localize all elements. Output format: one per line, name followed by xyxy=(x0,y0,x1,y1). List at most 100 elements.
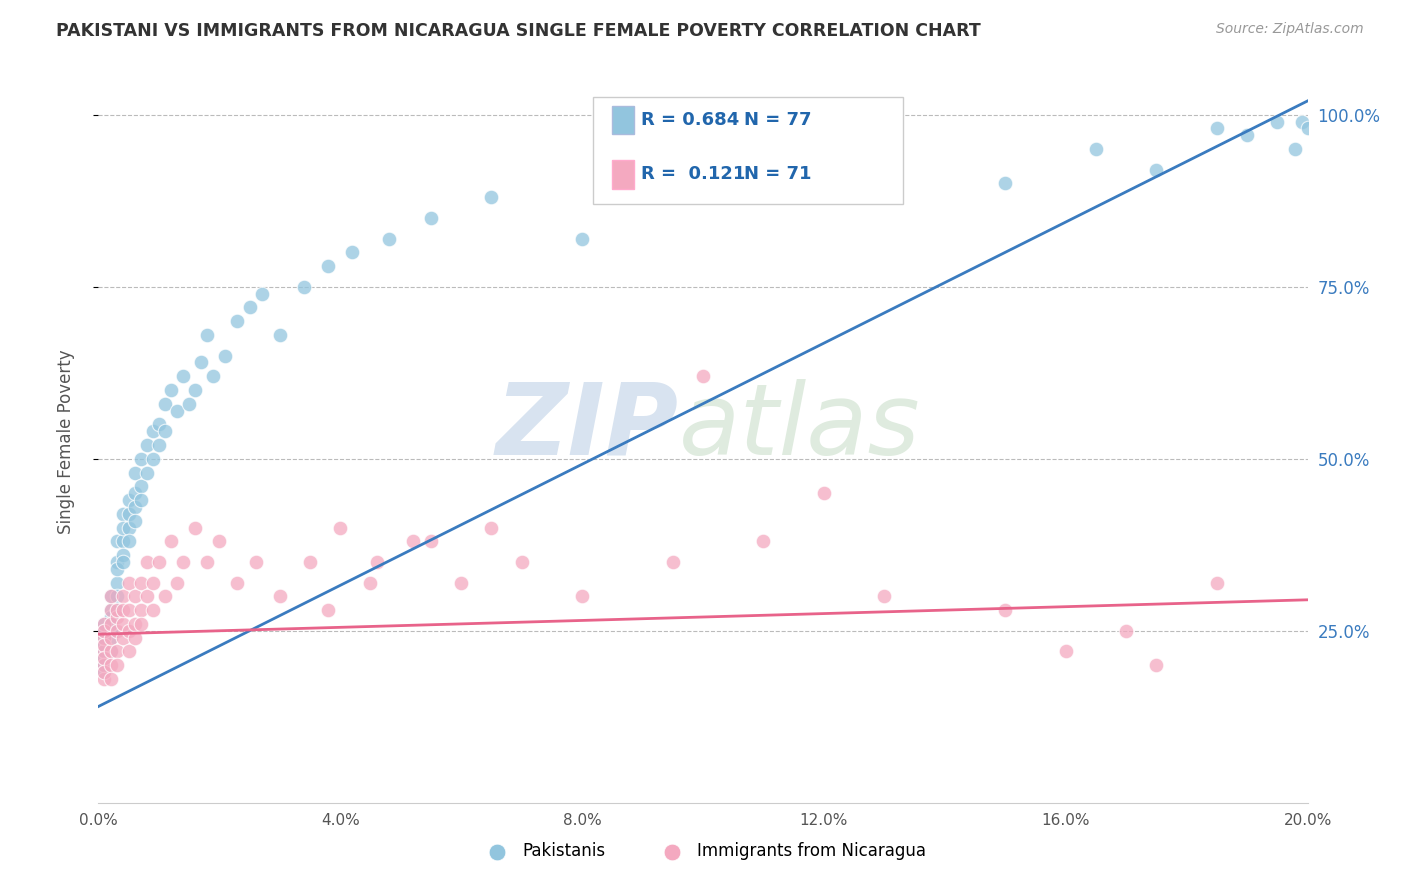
Point xyxy=(269,327,291,342)
Point xyxy=(160,383,183,397)
Point xyxy=(269,590,291,604)
Point xyxy=(342,245,364,260)
Point xyxy=(93,658,115,673)
Point xyxy=(661,555,683,569)
Point xyxy=(1085,142,1108,156)
Point xyxy=(250,286,273,301)
Point xyxy=(994,603,1017,617)
Point xyxy=(153,424,176,438)
Point xyxy=(118,507,141,521)
Point xyxy=(118,493,141,508)
Point xyxy=(873,142,896,156)
Point xyxy=(93,638,115,652)
Point xyxy=(93,624,115,638)
Point xyxy=(153,397,176,411)
Point xyxy=(752,534,775,549)
Point xyxy=(360,575,382,590)
Point xyxy=(93,644,115,658)
Point xyxy=(118,624,141,638)
Point xyxy=(105,603,128,617)
Text: PAKISTANI VS IMMIGRANTS FROM NICARAGUA SINGLE FEMALE POVERTY CORRELATION CHART: PAKISTANI VS IMMIGRANTS FROM NICARAGUA S… xyxy=(56,22,981,40)
Point xyxy=(118,644,141,658)
Text: N = 77: N = 77 xyxy=(744,111,811,129)
Point xyxy=(93,672,115,686)
Point xyxy=(100,658,122,673)
Point xyxy=(111,534,134,549)
Point xyxy=(1144,658,1167,673)
Point xyxy=(239,301,262,315)
Point xyxy=(100,603,122,617)
Point xyxy=(93,631,115,645)
Point xyxy=(214,349,236,363)
Point xyxy=(118,603,141,617)
Point xyxy=(105,555,128,569)
Point xyxy=(299,555,322,569)
Point xyxy=(420,534,443,549)
Point xyxy=(1054,644,1077,658)
Text: R = 0.684: R = 0.684 xyxy=(641,111,740,129)
Point xyxy=(124,466,146,480)
Point xyxy=(226,575,249,590)
Point xyxy=(105,624,128,638)
Point xyxy=(172,555,194,569)
Point xyxy=(111,590,134,604)
Point xyxy=(661,177,683,191)
Point xyxy=(118,534,141,549)
Point xyxy=(873,590,896,604)
Point xyxy=(166,575,188,590)
Point xyxy=(135,438,157,452)
Point xyxy=(124,514,146,528)
Point xyxy=(994,177,1017,191)
Point xyxy=(366,555,388,569)
Point xyxy=(135,466,157,480)
Point xyxy=(111,520,134,534)
Point xyxy=(402,534,425,549)
Point xyxy=(1115,624,1137,638)
Point xyxy=(450,575,472,590)
Point xyxy=(135,555,157,569)
Point xyxy=(93,651,115,665)
Point xyxy=(190,355,212,369)
Point xyxy=(124,500,146,514)
Point xyxy=(129,493,152,508)
Text: ZIP: ZIP xyxy=(496,378,679,475)
Point xyxy=(571,590,593,604)
Point xyxy=(100,590,122,604)
Point xyxy=(510,555,533,569)
Point xyxy=(129,575,152,590)
Point xyxy=(208,534,231,549)
Point xyxy=(148,555,170,569)
Point xyxy=(166,403,188,417)
Point xyxy=(93,651,115,665)
Point xyxy=(105,575,128,590)
Point xyxy=(105,534,128,549)
Point xyxy=(202,369,225,384)
Point xyxy=(195,555,218,569)
Point xyxy=(316,259,339,273)
Point xyxy=(105,562,128,576)
Point xyxy=(93,665,115,679)
Point xyxy=(153,590,176,604)
Point xyxy=(105,610,128,624)
Point xyxy=(1144,162,1167,177)
Point xyxy=(226,314,249,328)
Point xyxy=(100,616,122,631)
Text: atlas: atlas xyxy=(679,378,921,475)
Point xyxy=(135,590,157,604)
Point xyxy=(111,631,134,645)
Legend: Pakistanis, Immigrants from Nicaragua: Pakistanis, Immigrants from Nicaragua xyxy=(474,836,932,867)
Point xyxy=(129,603,152,617)
Point xyxy=(93,665,115,679)
Point xyxy=(172,369,194,384)
Point xyxy=(184,520,207,534)
Point xyxy=(93,644,115,658)
Point xyxy=(124,486,146,500)
Point xyxy=(124,590,146,604)
Point xyxy=(142,424,165,438)
Point xyxy=(93,624,115,638)
Point xyxy=(1291,114,1313,128)
Point xyxy=(292,279,315,293)
Point xyxy=(100,624,122,638)
Text: R =  0.121: R = 0.121 xyxy=(641,165,745,183)
Point xyxy=(105,644,128,658)
